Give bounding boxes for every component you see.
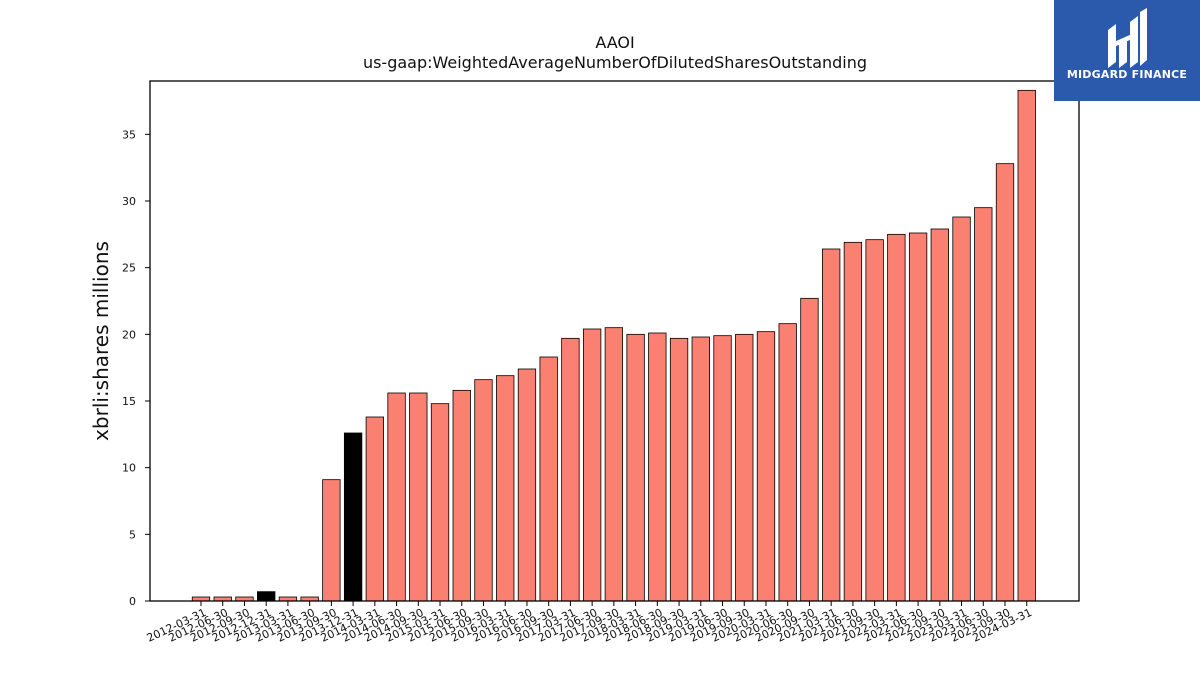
bar-2012-12-31 — [257, 591, 276, 602]
bar-2023-09-30 — [995, 163, 1015, 602]
y-tick-label: 15 — [122, 395, 136, 408]
bar-2018-06-30 — [648, 332, 667, 602]
bar-2019-06-30 — [713, 335, 732, 602]
bar-2021-09-30 — [865, 239, 884, 602]
y-ticks: 0 5 10 15 20 25 30 35 — [122, 128, 150, 608]
y-tick-label: 10 — [122, 462, 136, 475]
bar-2014-03-31 — [365, 416, 384, 602]
bar-2018-09-30 — [669, 337, 689, 602]
bar-2017-09-30 — [604, 327, 624, 602]
bar-2023-06-30 — [974, 207, 993, 602]
bar-2017-06-30 — [582, 328, 602, 602]
logo-text: MIDGARD FINANCE — [1066, 68, 1188, 81]
y-tick-label: 0 — [129, 595, 136, 608]
bar-2021-03-31 — [822, 248, 841, 602]
bar-group — [191, 89, 1036, 602]
plot-frame — [149, 80, 1080, 602]
logo-mark-icon — [1108, 8, 1147, 68]
bar-2022-09-30 — [930, 228, 949, 602]
bar-2019-09-30 — [735, 333, 754, 602]
bar-2016-03-31 — [496, 375, 515, 602]
bar-2018-03-31 — [626, 333, 645, 602]
chart-title: AAOI — [595, 33, 634, 52]
bar-2024-03-31 — [1017, 89, 1036, 602]
y-tick-label: 25 — [122, 262, 136, 275]
bar-2020-09-30 — [800, 297, 819, 602]
bar-2017-03-31 — [561, 337, 580, 602]
bar-2015-06-30 — [452, 389, 471, 602]
y-tick-label: 30 — [122, 195, 136, 208]
bar-2022-06-30 — [908, 232, 928, 602]
bar-2021-06-30 — [843, 241, 863, 602]
bar-2013-09-30 — [322, 479, 341, 602]
y-axis-label: xbrli:shares millions — [89, 241, 113, 441]
bar-2015-03-31 — [430, 403, 450, 602]
bar-2016-09-30 — [539, 356, 558, 602]
y-tick-label: 5 — [129, 528, 136, 541]
chart-subtitle: us-gaap:WeightedAverageNumberOfDilutedSh… — [363, 53, 867, 72]
brand-logo: MIDGARD FINANCE — [1054, 0, 1200, 101]
bar-2020-06-30 — [778, 323, 797, 602]
bar-2016-06-30 — [517, 368, 537, 602]
bar-2023-03-31 — [952, 216, 971, 602]
y-tick-label: 20 — [122, 328, 136, 341]
bar-2013-12-31 — [343, 432, 363, 602]
bar-2015-09-30 — [474, 379, 493, 602]
bar-2019-03-31 — [691, 336, 710, 602]
bar-2022-03-31 — [887, 233, 906, 602]
bar-2014-06-30 — [387, 392, 406, 602]
bar-2020-03-31 — [756, 331, 776, 602]
bar-2014-09-30 — [409, 392, 428, 602]
x-ticks: 2012-03-312012-06-302012-09-302012-12-31… — [145, 601, 1034, 645]
y-tick-label: 35 — [122, 128, 136, 141]
